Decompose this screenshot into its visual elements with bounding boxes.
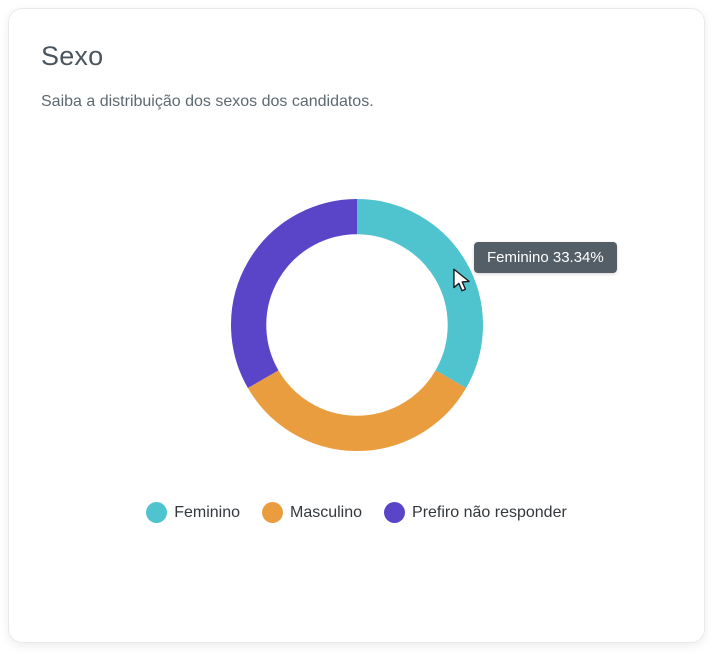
donut-segment-0[interactable]: [356, 199, 483, 389]
legend-item-prefiro-nao-responder[interactable]: Prefiro não responder: [384, 502, 567, 523]
legend-swatch-prefiro-nao-responder: [384, 502, 406, 523]
page-title: Sexo: [41, 41, 104, 71]
chart-legend: Feminino Masculino Prefiro não responder: [9, 502, 704, 523]
chart-tooltip: Feminino 33.34%: [474, 242, 617, 273]
legend-label: Prefiro não responder: [412, 503, 567, 521]
donut-segment-1[interactable]: [247, 369, 467, 451]
legend-label: Masculino: [290, 503, 363, 521]
chart-subtitle: Saiba a distribuição dos sexos dos candi…: [41, 93, 374, 110]
legend-item-feminino[interactable]: Feminino: [146, 502, 240, 523]
donut-chart[interactable]: [231, 199, 483, 451]
legend-swatch-masculino: [262, 502, 283, 523]
donut-chart-area: [231, 199, 483, 451]
legend-swatch-feminino: [146, 502, 168, 523]
donut-segment-2[interactable]: [231, 199, 358, 388]
legend-item-masculino[interactable]: Masculino: [262, 502, 362, 523]
sexo-chart-card: Sexo Saiba a distribuição dos sexos dos …: [8, 8, 705, 643]
legend-label: Feminino: [174, 503, 240, 521]
tooltip-text: Feminino 33.34%: [487, 249, 604, 266]
